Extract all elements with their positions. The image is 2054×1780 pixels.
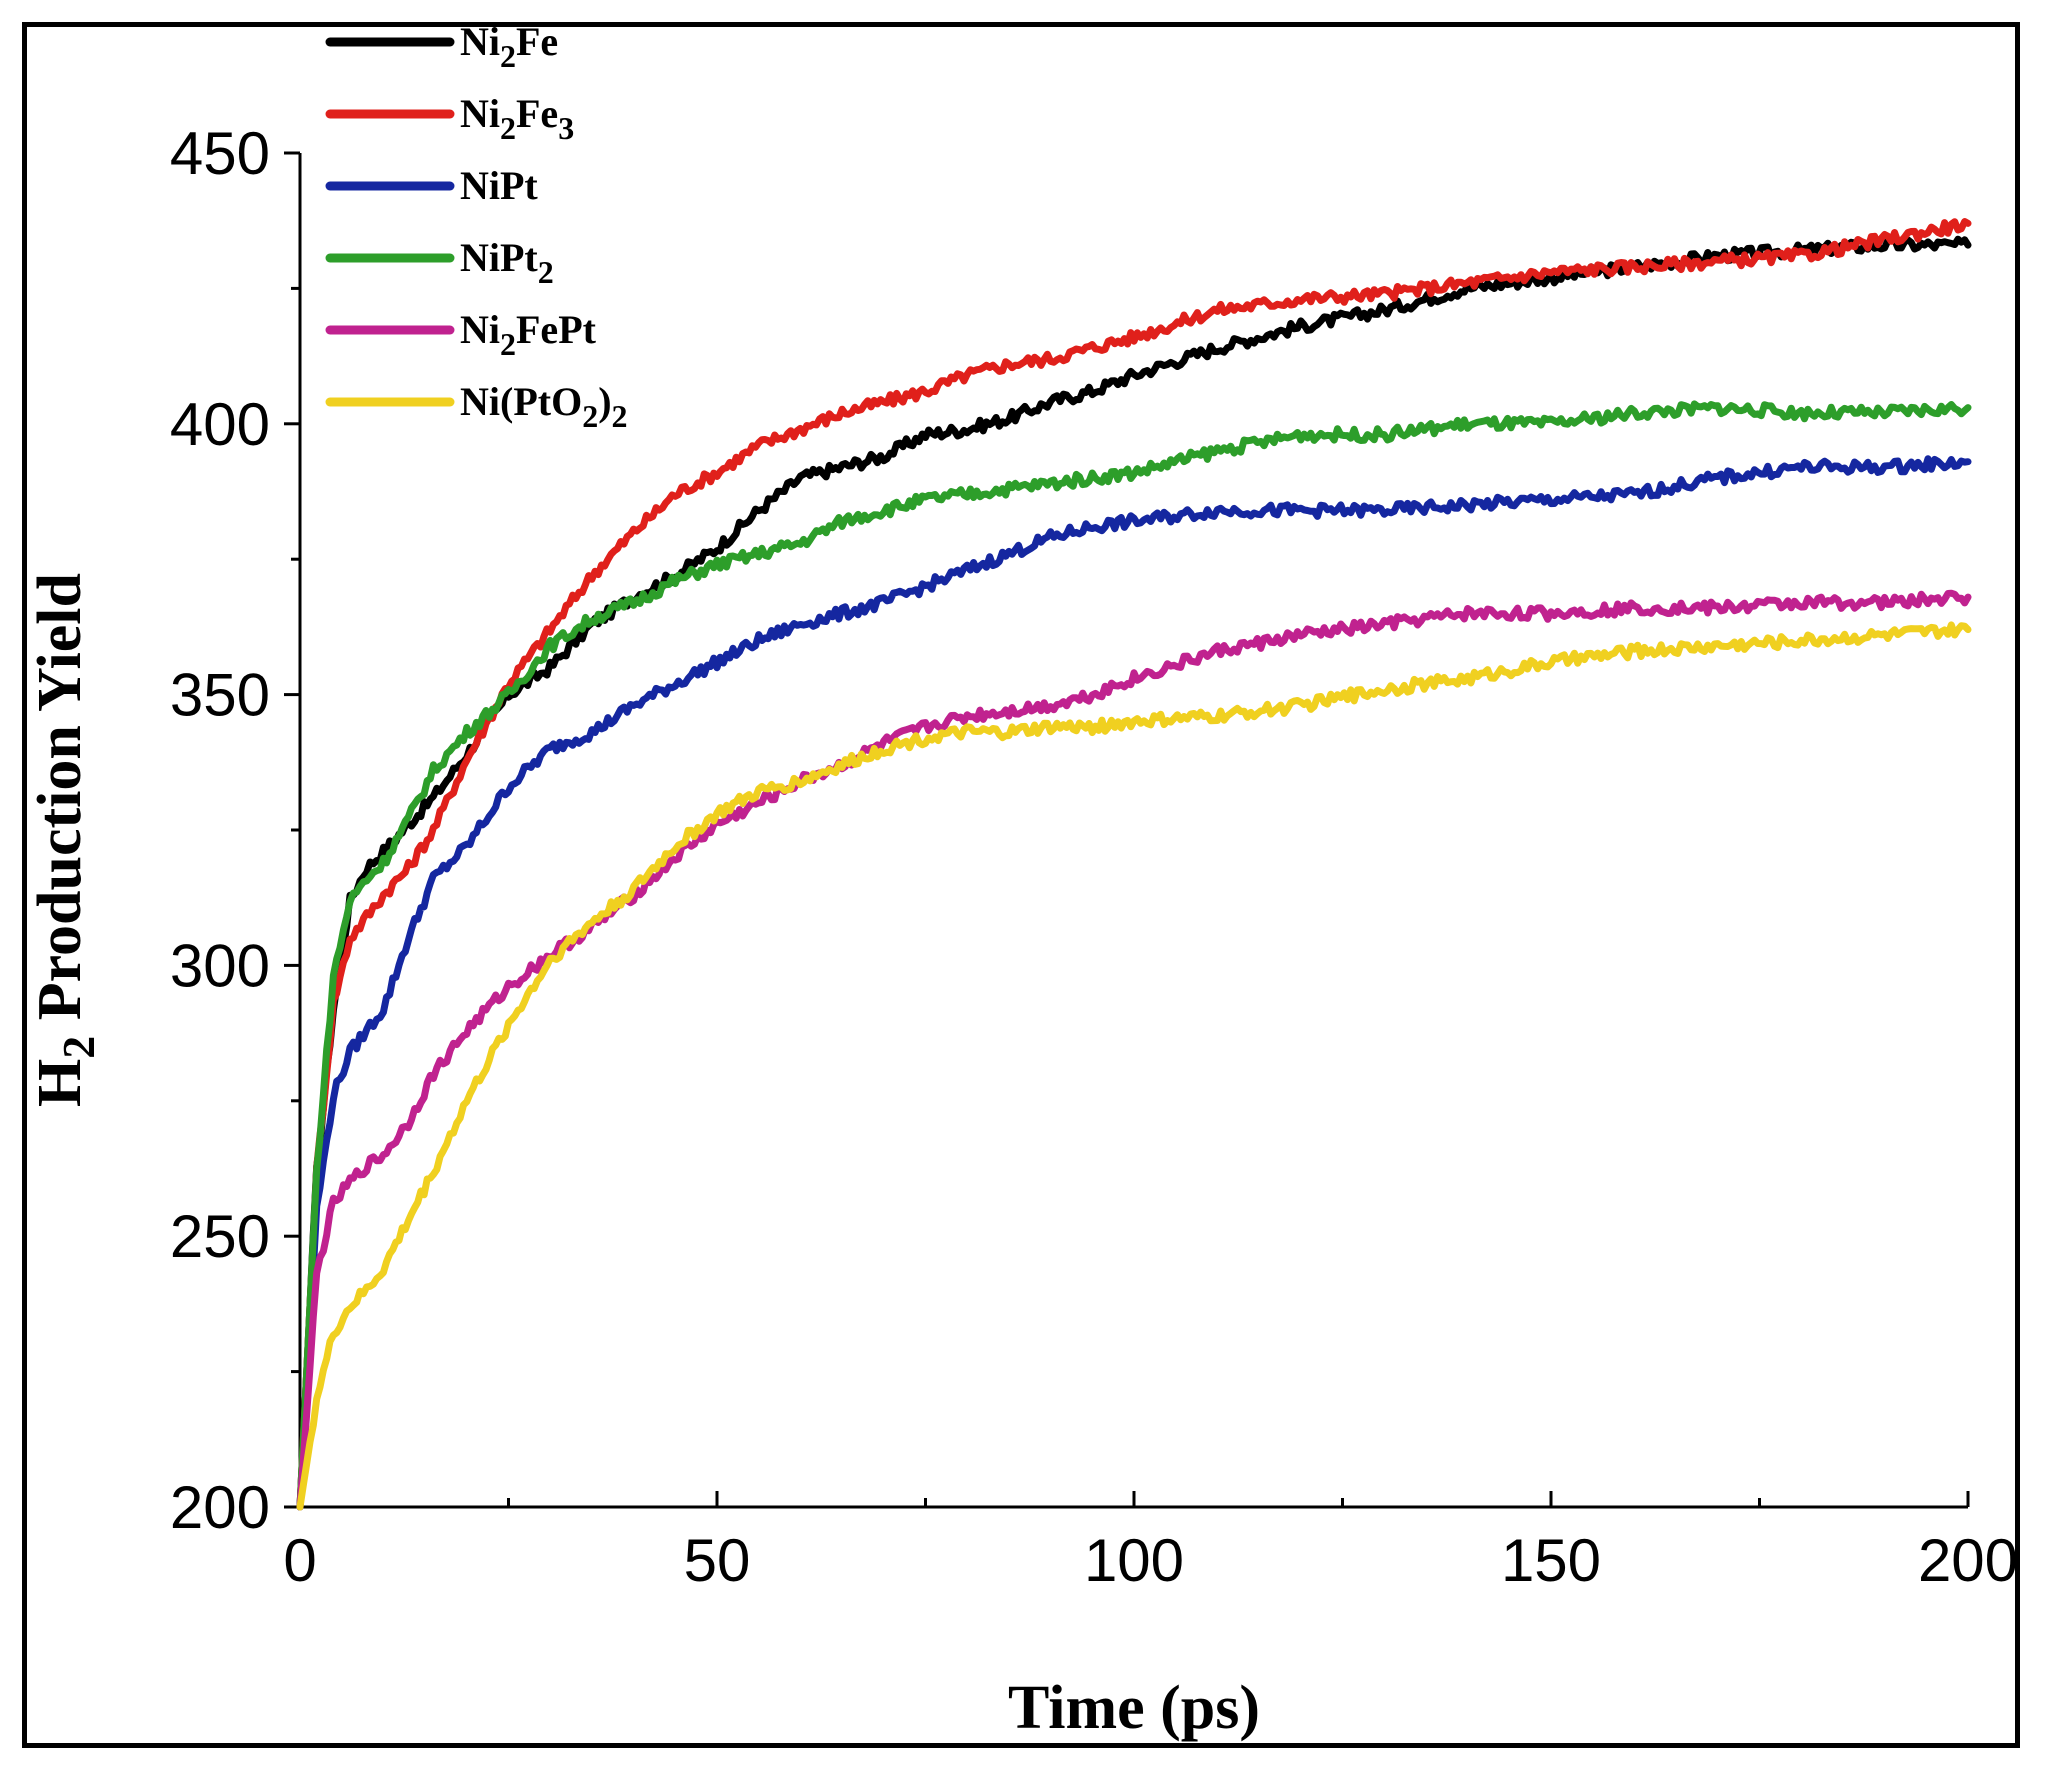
legend-label: Ni2Fe [460, 19, 558, 74]
x-tick-label: 100 [1084, 1527, 1184, 1594]
x-tick-label: 50 [684, 1527, 751, 1594]
y-tick-label: 300 [170, 932, 270, 999]
x-axis-title: Time (ps) [1008, 1674, 1260, 1742]
legend-label: Ni(PtO2)2 [460, 379, 628, 434]
series-line-nipto22 [296, 621, 1972, 1511]
y-tick-label: 200 [170, 1474, 270, 1541]
x-tick-label: 200 [1918, 1527, 2018, 1594]
series-lines [296, 218, 1972, 1511]
legend-label: Ni2Fe3 [460, 91, 574, 146]
figure-frame [22, 22, 2020, 1748]
series-line-nipt2 [296, 400, 1972, 1511]
series-line-nipt [296, 455, 1972, 1511]
legend-label: NiPt2 [460, 235, 554, 290]
legend-label: Ni2FePt [460, 307, 597, 362]
series-line-ni2fept [296, 589, 1972, 1511]
y-tick-label: 250 [170, 1203, 270, 1270]
series-line-ni2fe [296, 235, 1972, 1511]
axes: 0 50 100 150 200 200 250 300 350 400 450 [170, 120, 2018, 1594]
legend-label: NiPt [460, 163, 538, 208]
x-tick-label: 0 [283, 1527, 316, 1594]
y-tick-label: 450 [170, 120, 270, 187]
legend: Ni2Fe Ni2Fe3 NiPt NiPt2 Ni2FePt Ni(PtO2)2 [325, 19, 628, 434]
x-tick-label: 150 [1501, 1527, 1601, 1594]
y-tick-label: 350 [170, 662, 270, 729]
y-tick-label: 400 [170, 391, 270, 458]
series-line-ni2fe3 [296, 218, 1972, 1511]
y-axis-title: H2 Production Yield [26, 573, 104, 1107]
